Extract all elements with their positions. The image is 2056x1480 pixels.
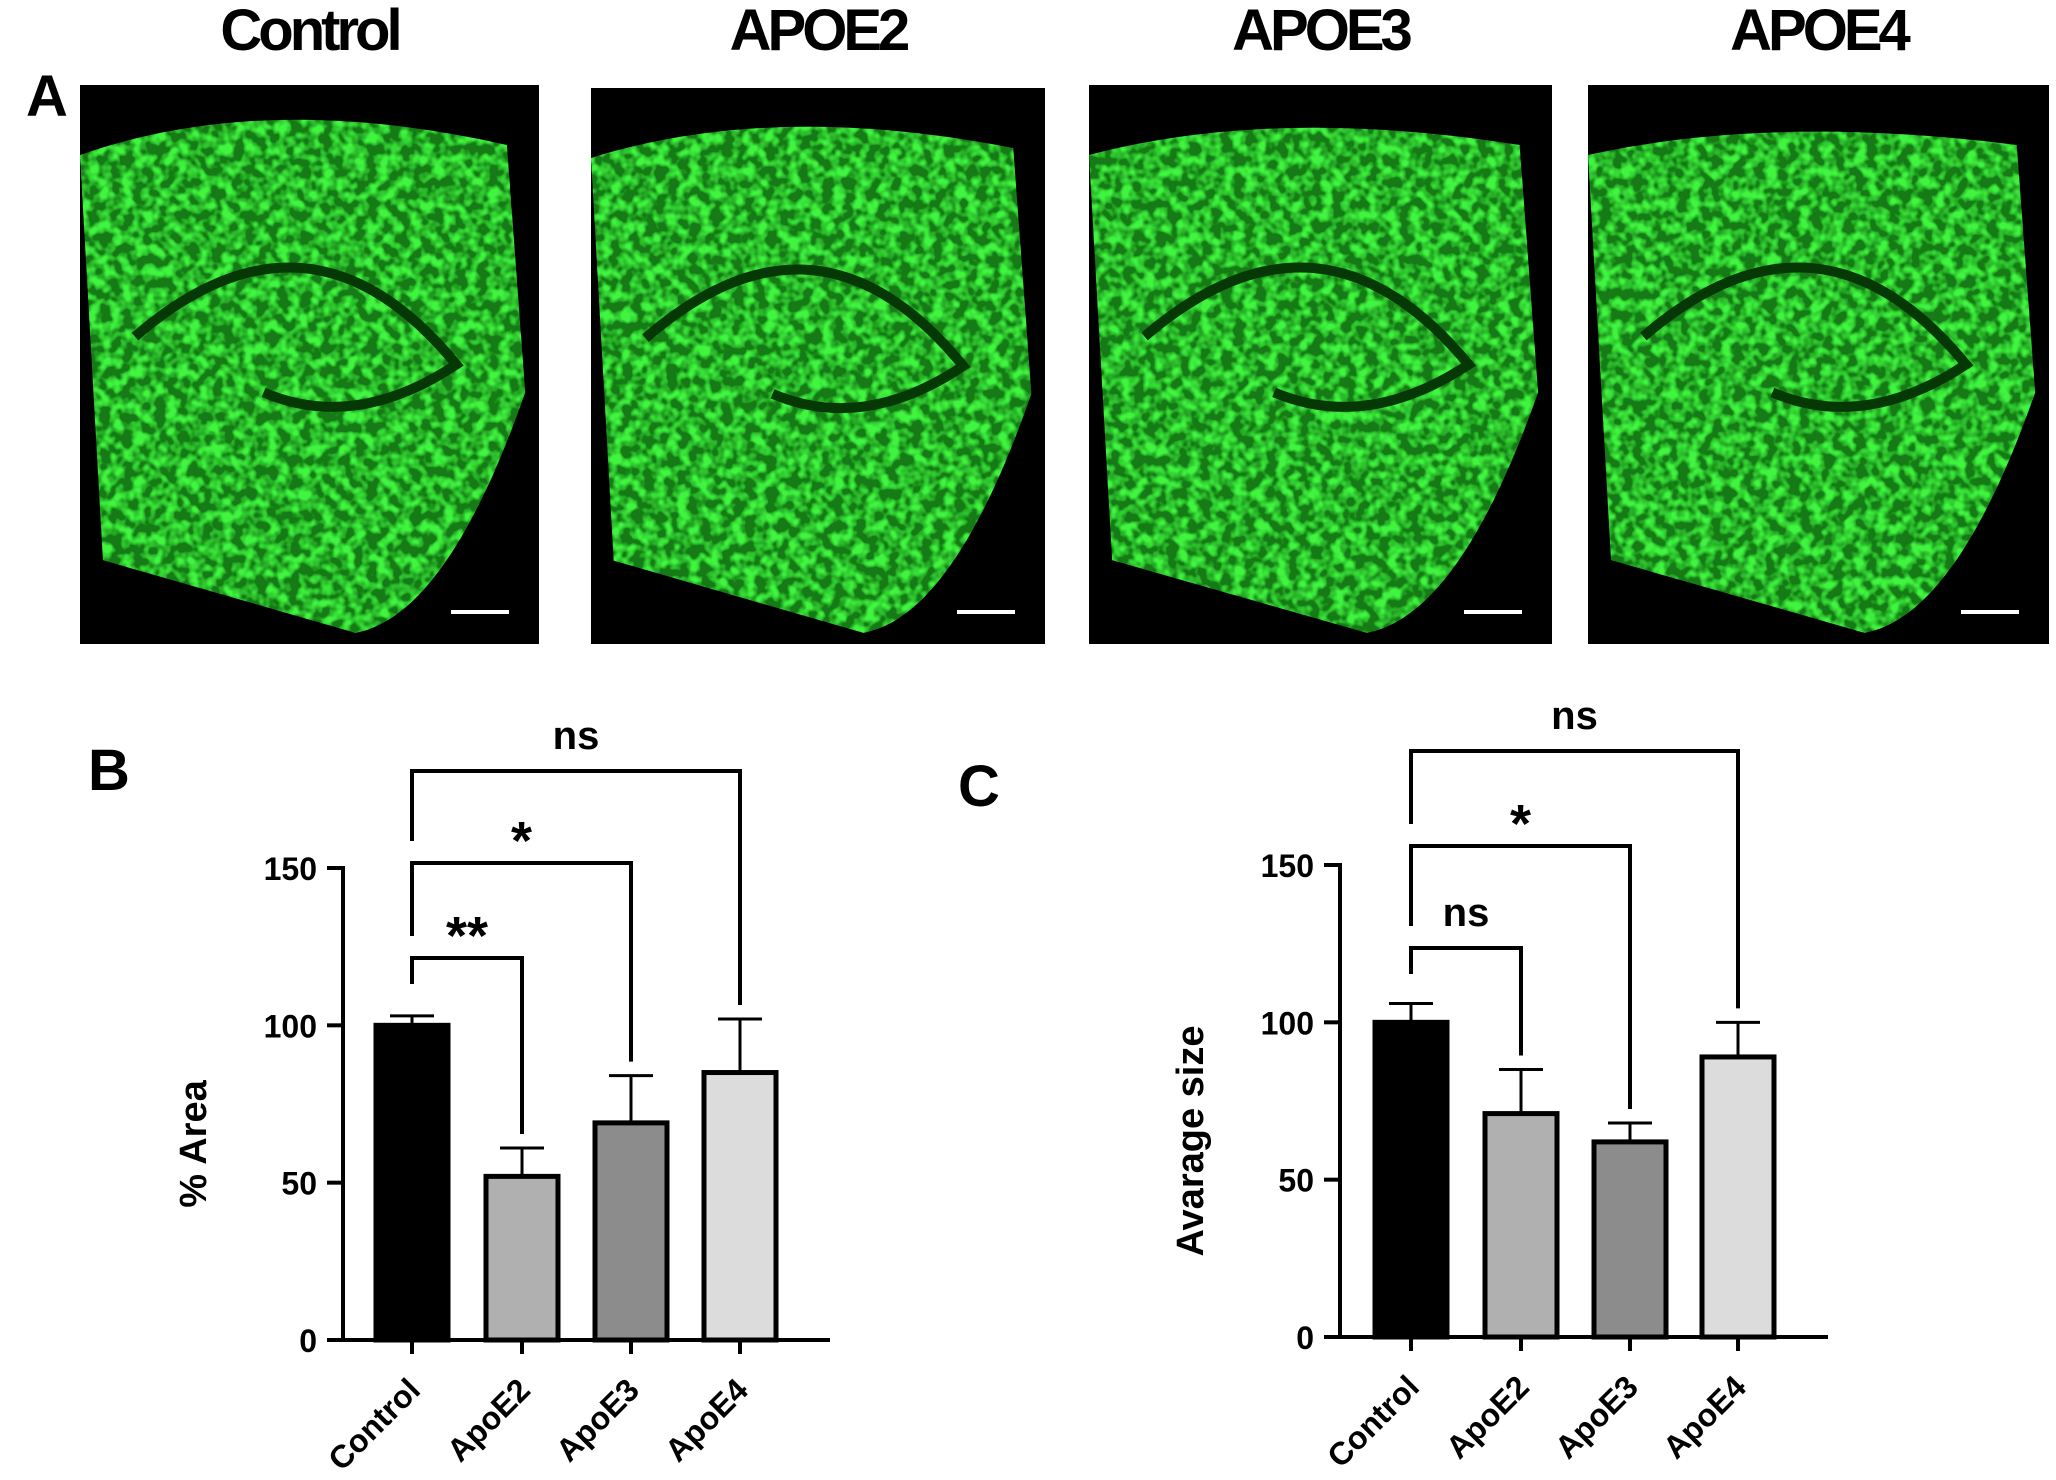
image-title: Control [220,0,399,63]
bar [1372,1019,1450,1340]
bar [483,1173,561,1343]
significance-label: ** [446,906,488,966]
significance-bracket [410,769,742,1006]
micrograph [591,88,1045,644]
bar [592,1120,670,1343]
significance-bracket [1409,844,1632,1110]
significance-bracket [1409,749,1740,1009]
micrograph [80,85,539,644]
panel-label: C [958,754,1000,819]
x-tick-label: ApoE4 [1656,1368,1753,1465]
significance-bracket [1409,946,1523,1056]
y-axis-label: Avarage size [1170,1026,1212,1257]
bar [1591,1139,1669,1340]
hippocampus [1640,262,1974,412]
significance-label: * [1510,794,1531,854]
y-tick-label: 150 [1261,848,1314,884]
tissue [591,126,1032,633]
bar [373,1022,451,1343]
bar [1482,1111,1560,1340]
x-tick-label: ApoE2 [1439,1368,1536,1465]
bar [1699,1054,1777,1340]
y-tick-label: 0 [299,1323,317,1359]
significance-bracket [410,956,524,1135]
x-tick-label: ApoE2 [440,1371,537,1468]
bar [701,1070,779,1343]
y-tick-label: 50 [1278,1163,1314,1199]
hippocampus [642,264,971,414]
significance-label: ns [1551,694,1598,738]
panel-label: B [88,738,130,803]
y-tick-label: 50 [281,1166,317,1202]
hippocampus [131,262,464,412]
y-tick-label: 100 [1261,1005,1314,1041]
image-title: APOE2 [730,0,908,63]
tissue [1588,131,2036,633]
x-tick-label: ApoE4 [658,1371,755,1468]
y-axis-label: % Area [173,1079,215,1207]
significance-label: ns [1443,891,1490,935]
micrograph [1588,85,2049,644]
panel-label: A [26,64,68,129]
image-title: APOE3 [1232,0,1411,63]
x-tick-label: Control [321,1371,427,1477]
x-tick-label: Control [1320,1368,1426,1474]
significance-bracket [410,861,633,1062]
tissue [1089,127,1539,633]
y-tick-label: 150 [264,851,317,887]
image-title: APOE4 [1730,0,1910,63]
tissue [80,119,526,633]
y-tick-label: 0 [1296,1320,1314,1356]
x-tick-label: ApoE3 [1548,1368,1645,1465]
y-tick-label: 100 [264,1008,317,1044]
significance-label: ns [553,714,600,758]
significance-label: * [511,811,532,871]
x-tick-label: ApoE3 [549,1371,646,1468]
hippocampus [1141,262,1477,412]
micrograph [1089,85,1552,644]
